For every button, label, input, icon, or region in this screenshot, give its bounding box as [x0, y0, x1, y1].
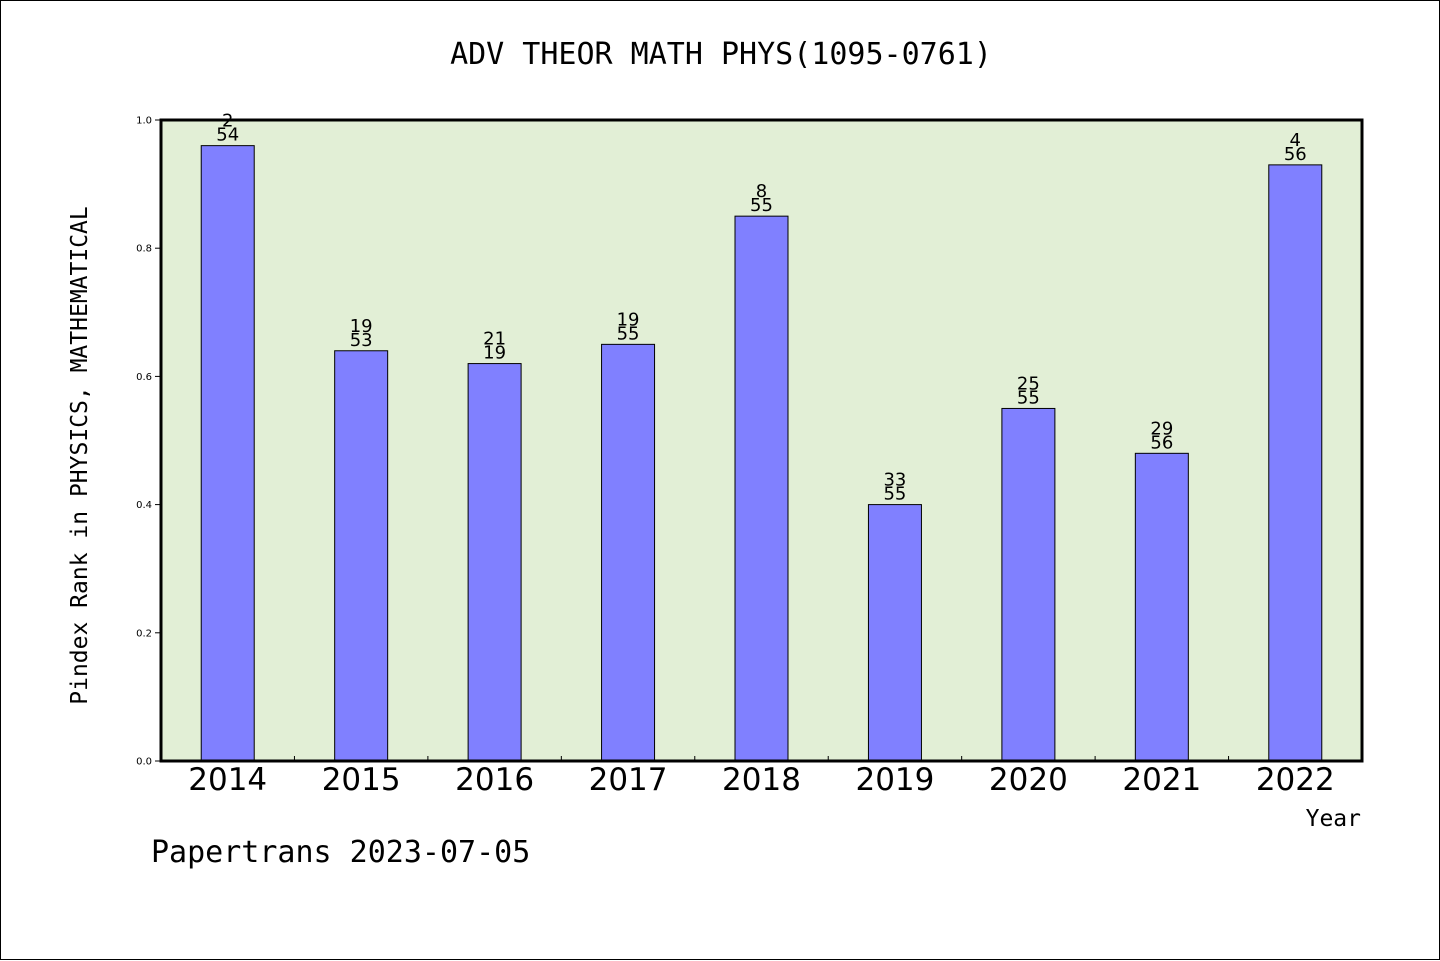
- x-tick-label: 2016: [455, 762, 534, 798]
- total-label: 53: [350, 330, 373, 351]
- rank-label: 19: [617, 309, 640, 330]
- x-tick-label: 2021: [1122, 762, 1201, 798]
- y-axis-title: Pindex Rank in PHYSICS, MATHEMATICAL: [67, 206, 93, 705]
- bar-2017: [601, 343, 656, 762]
- y-tick-label: 0.4: [136, 500, 152, 511]
- bar-2018: [734, 215, 789, 762]
- rank-label: 4: [1290, 130, 1301, 151]
- y-tick-label: 1.0: [136, 116, 152, 127]
- x-tick-label: 2022: [1256, 762, 1335, 798]
- total-label: 55: [1017, 387, 1040, 408]
- total-label: 56: [1284, 144, 1307, 165]
- x-tick-label: 2020: [989, 762, 1068, 798]
- y-tick-label: 0.0: [136, 757, 152, 768]
- y-tick-label: 0.6: [136, 372, 152, 383]
- rank-label: 33: [883, 470, 906, 491]
- total-label: 19: [483, 343, 506, 364]
- x-tick-label: 2017: [589, 762, 668, 798]
- y-tick-label: 0.8: [136, 244, 152, 255]
- tick-layer: 0.0 0.2 0.4 0.6 0.8 1.0 2014 2015 2016 2017 2018 20…: [136, 116, 1335, 799]
- x-axis-title: Year: [1306, 806, 1361, 832]
- footer-credit: Papertrans 2023-07-05: [151, 835, 531, 870]
- bar-2022: [1268, 164, 1323, 762]
- bars-layer: [200, 145, 1323, 762]
- x-tick-label: 2019: [855, 762, 934, 798]
- bar-2016: [467, 363, 522, 762]
- total-label: 55: [617, 323, 640, 344]
- bar-2021: [1134, 452, 1189, 762]
- total-label: 55: [883, 484, 906, 505]
- total-label: 55: [750, 195, 773, 216]
- bar-2020: [1001, 407, 1056, 762]
- rank-label: 25: [1017, 373, 1040, 394]
- rank-label: 8: [756, 181, 767, 202]
- total-label: 56: [1150, 432, 1173, 453]
- rank-label: 21: [483, 329, 506, 350]
- plot-frame: [159, 118, 1364, 763]
- rank-label: 29: [1150, 418, 1173, 439]
- bar-2015: [334, 350, 389, 762]
- x-tick-label: 2014: [188, 762, 267, 798]
- y-tick-label: 0.2: [136, 628, 152, 639]
- bar-2014: [200, 145, 255, 762]
- x-tick-label: 2018: [722, 762, 801, 798]
- total-label: 54: [216, 125, 239, 146]
- chart-title: ADV THEOR MATH PHYS(1095-0761): [450, 37, 992, 72]
- x-tick-label: 2015: [322, 762, 401, 798]
- rank-label: 19: [350, 316, 373, 337]
- bar-2019: [867, 504, 922, 762]
